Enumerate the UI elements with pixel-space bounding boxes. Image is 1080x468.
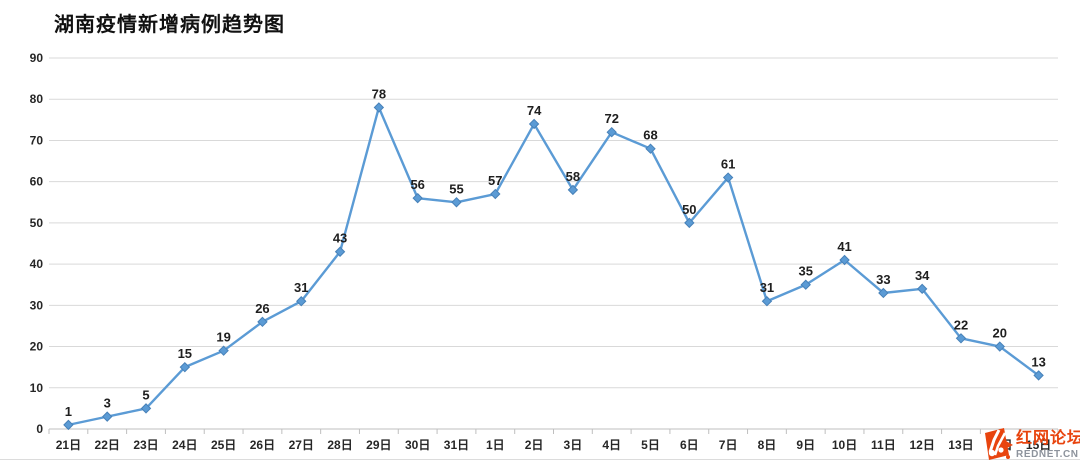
data-point-label: 68 [643, 128, 657, 143]
x-axis-tick-label: 28日 [327, 438, 352, 452]
y-axis-tick-label: 30 [30, 298, 44, 312]
data-point-label: 56 [410, 177, 424, 192]
y-axis-tick-label: 10 [30, 381, 44, 395]
x-axis-tick-label: 15日 [1026, 438, 1051, 452]
watermark: 红网论坛 REDNET.CN [980, 426, 1080, 463]
data-point-label: 35 [799, 264, 813, 279]
data-point-marker [102, 411, 113, 422]
x-axis-tick-label: 12日 [909, 438, 934, 452]
y-axis-tick-label: 90 [30, 51, 44, 65]
data-point-marker [994, 341, 1005, 352]
x-axis-tick-label: 25日 [211, 438, 236, 452]
data-point-marker [373, 102, 385, 113]
watermark-site-url: REDNET.CN [1016, 449, 1079, 460]
data-point-label: 34 [915, 268, 930, 283]
rednet-logo-icon [985, 428, 1013, 460]
x-axis-tick-label: 7日 [719, 438, 738, 452]
x-axis-tick-label: 27日 [289, 438, 314, 452]
data-point-label: 31 [294, 280, 308, 295]
data-point-marker [528, 118, 540, 130]
data-point-label: 41 [837, 239, 851, 254]
watermark-site-name: 红网论坛 [1016, 430, 1080, 447]
x-axis-tick-label: 5日 [641, 438, 660, 452]
data-point-marker [606, 126, 617, 138]
x-axis-tick-label: 13日 [948, 438, 973, 452]
data-point-label: 26 [255, 301, 269, 316]
x-axis-tick-label: 1日 [486, 438, 505, 452]
watermark-text-block: 红网论坛 REDNET.CN [1016, 426, 1080, 460]
x-axis-tick-label: 11日 [871, 438, 896, 452]
data-point-label: 72 [604, 111, 618, 126]
data-point-marker [684, 217, 695, 229]
y-axis-tick-label: 50 [30, 216, 44, 230]
data-point-marker [722, 172, 734, 183]
data-point-label: 31 [760, 280, 774, 295]
y-axis-tick-label: 20 [30, 340, 44, 354]
x-axis-tick-label: 29日 [366, 438, 391, 452]
data-point-label: 15 [178, 346, 192, 361]
data-point-marker [334, 246, 346, 257]
data-point-marker [1033, 370, 1044, 381]
data-point-marker [567, 184, 579, 196]
data-point-marker [63, 419, 74, 431]
data-point-label: 1 [65, 404, 72, 419]
data-point-marker [645, 143, 656, 154]
x-axis-tick-label: 31日 [444, 438, 469, 452]
x-axis-tick-label: 2日 [525, 438, 544, 452]
data-point-label: 33 [876, 272, 890, 287]
y-axis-tick-label: 70 [30, 133, 44, 147]
x-axis-tick-label: 23日 [133, 438, 158, 452]
data-point-label: 22 [954, 317, 968, 332]
data-point-label: 13 [1031, 354, 1045, 369]
data-point-marker [490, 188, 501, 200]
data-point-label: 43 [333, 231, 347, 246]
x-axis-tick-label: 10日 [832, 438, 857, 452]
data-point-label: 61 [721, 157, 735, 172]
data-point-label: 74 [527, 103, 542, 118]
x-axis-tick-label: 21日 [56, 438, 81, 452]
x-axis-tick-label: 22日 [95, 438, 120, 452]
data-point-marker [179, 361, 191, 373]
x-axis-tick-label: 8日 [758, 438, 777, 452]
data-point-marker [955, 333, 967, 344]
bottom-border [0, 459, 1080, 460]
data-point-label: 58 [566, 169, 580, 184]
data-point-label: 55 [449, 181, 463, 196]
y-axis-tick-label: 40 [30, 257, 44, 271]
data-point-marker [296, 296, 307, 307]
data-point-marker [412, 192, 423, 204]
series-line [67, 106, 1040, 427]
data-point-marker [800, 279, 811, 290]
data-point-label: 19 [216, 330, 230, 345]
data-point-label: 50 [682, 202, 696, 217]
x-axis-tick-label: 30日 [405, 438, 430, 452]
data-point-marker [140, 403, 152, 414]
data-point-label: 78 [372, 86, 386, 101]
x-axis-tick-label: 24日 [172, 438, 197, 452]
data-point-label: 57 [488, 173, 502, 188]
data-point-marker [451, 197, 462, 208]
data-point-marker [761, 296, 773, 307]
data-point-label: 3 [104, 396, 111, 411]
data-point-label: 5 [142, 387, 149, 402]
y-axis-tick-label: 60 [30, 175, 44, 189]
chart-title: 湖南疫情新增病例趋势图 [54, 12, 285, 36]
data-point-marker [257, 316, 268, 328]
y-axis-tick-label: 0 [36, 422, 43, 436]
data-point-marker [218, 345, 229, 356]
x-axis-tick-label: 9日 [796, 438, 815, 452]
x-axis-tick-label: 6日 [680, 438, 699, 452]
data-point-label: 20 [993, 326, 1007, 341]
y-axis-tick-label: 80 [30, 92, 44, 106]
x-axis-tick-label: 3日 [564, 438, 583, 452]
data-point-marker [916, 283, 928, 295]
x-axis-tick-label: 4日 [602, 438, 621, 452]
data-point-marker [878, 287, 889, 299]
x-axis-tick-label: 26日 [250, 438, 275, 452]
data-point-marker [839, 254, 850, 266]
